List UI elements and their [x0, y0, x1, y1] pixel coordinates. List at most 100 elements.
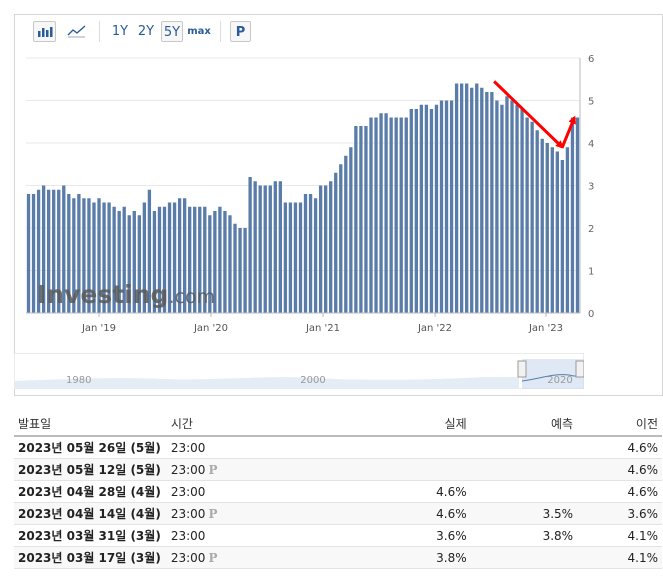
time-cell: 23:00 — [166, 436, 398, 459]
bar — [238, 228, 242, 313]
bar — [193, 206, 197, 313]
time-value: 23:00 — [170, 528, 206, 543]
bar — [339, 164, 343, 313]
preliminary-toggle-button[interactable]: P — [230, 21, 251, 42]
bar — [253, 181, 257, 313]
chart-navigator[interactable]: 1980 2000 2020 — [14, 353, 584, 389]
bar — [434, 104, 439, 313]
bar — [107, 202, 111, 313]
bar — [424, 104, 429, 313]
bar — [545, 143, 549, 313]
x-tick-label: Jan '20 — [193, 323, 228, 334]
range-max-button[interactable]: max — [187, 26, 211, 37]
previous-cell: 4.1% — [577, 546, 662, 569]
previous-cell: 4.1% — [577, 524, 662, 547]
release-table: 발표일 시간 실제 예측 이전 2023년 05월 26일 (5월) 23:00 4… — [14, 411, 662, 569]
bar — [188, 206, 192, 313]
forecast-cell — [470, 546, 578, 569]
y-tick-label: 2 — [588, 224, 594, 235]
toolbar-separator — [220, 21, 221, 42]
bar — [263, 185, 267, 313]
bar — [233, 223, 237, 313]
bar — [459, 83, 464, 313]
y-tick-label: 6 — [588, 54, 594, 65]
investing-watermark-logo: Investing.com — [37, 280, 215, 309]
bar — [555, 151, 559, 313]
bar — [278, 181, 282, 313]
line-chart-icon[interactable] — [65, 21, 88, 42]
bar — [157, 206, 162, 313]
previous-cell: 4.6% — [577, 480, 662, 503]
range-1y-button[interactable]: 1Y — [111, 24, 129, 39]
range-2y-button[interactable]: 2Y — [137, 24, 155, 39]
table-row: 2023년 04월 28일 (4월) 23:00 4.6% 4.6% — [14, 480, 662, 503]
forecast-cell: 3.5% — [470, 502, 578, 525]
bar — [248, 177, 252, 313]
header-time[interactable]: 시간 — [166, 411, 398, 437]
header-actual[interactable]: 실제 — [397, 411, 471, 437]
bar — [334, 172, 338, 313]
x-tick-label: Jan '22 — [417, 323, 452, 334]
bar — [454, 83, 459, 313]
previous-cell: 4.6% — [577, 458, 662, 481]
bar — [223, 211, 227, 313]
header-release-date[interactable]: 발표일 — [14, 411, 167, 437]
bar — [258, 185, 262, 313]
table-body: 2023년 05월 26일 (5월) 23:00 4.6% 2023년 05월 12일… — [14, 436, 662, 569]
bar — [47, 189, 51, 313]
time-cell: 23:00 P — [166, 458, 398, 481]
navigator-year-label: 2000 — [300, 375, 325, 386]
header-previous[interactable]: 이전 — [577, 411, 662, 437]
bar — [172, 202, 177, 313]
bar — [52, 189, 56, 313]
release-date-cell: 2023년 03월 17일 (3월) — [14, 546, 167, 569]
bar — [132, 211, 136, 313]
bar — [41, 185, 46, 313]
bar — [228, 215, 232, 313]
bar — [213, 211, 217, 313]
bar — [344, 155, 348, 313]
time-value: 23:00 — [170, 484, 206, 499]
bar — [399, 117, 403, 313]
preliminary-marker: P — [208, 462, 218, 477]
bar — [218, 206, 222, 313]
bar — [87, 198, 91, 313]
time-value: 23:00 — [170, 550, 206, 565]
y-tick-label: 0 — [588, 309, 594, 320]
bar — [439, 100, 444, 313]
bar — [565, 147, 570, 313]
range-5y-button[interactable]: 5Y — [161, 21, 183, 42]
bar — [77, 194, 81, 313]
bar — [480, 87, 484, 313]
bar — [575, 117, 580, 313]
y-tick-label: 1 — [588, 267, 594, 278]
bar — [36, 189, 41, 313]
navigator-right-handle[interactable] — [575, 360, 584, 378]
time-cell: 23:00 P — [166, 502, 398, 525]
bar — [198, 206, 202, 313]
bar — [429, 109, 434, 313]
release-date-cell: 2023년 05월 26일 (5월) — [14, 436, 167, 459]
bar — [329, 181, 333, 313]
bar — [550, 147, 554, 313]
bar — [404, 117, 408, 313]
actual-cell — [397, 436, 471, 459]
actual-cell: 4.6% — [397, 480, 471, 503]
bar — [449, 100, 454, 313]
bar-chart-icon-glyph — [38, 27, 53, 37]
table-row: 2023년 04월 14일 (4월) 23:00 P 4.6% 3.5% 3.6% — [14, 502, 662, 525]
y-tick-label: 3 — [588, 182, 594, 193]
navigator-selected-range[interactable] — [522, 359, 584, 389]
bar — [384, 113, 388, 313]
bar — [152, 211, 157, 313]
bar — [490, 92, 494, 313]
navigator-left-handle[interactable] — [517, 360, 527, 378]
header-forecast[interactable]: 예측 — [470, 411, 578, 437]
bar — [62, 185, 66, 313]
bar-chart-icon[interactable] — [33, 21, 56, 42]
bar — [535, 130, 539, 313]
bar — [162, 206, 167, 313]
bar — [57, 189, 61, 313]
bar — [419, 104, 424, 313]
bar — [560, 160, 565, 313]
